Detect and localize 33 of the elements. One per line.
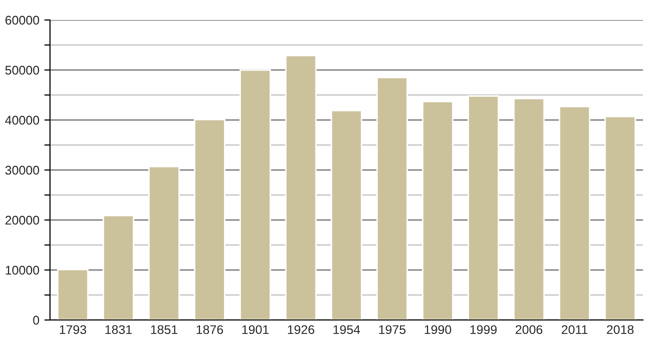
- x-tick-label: 1876: [196, 325, 224, 334]
- x-tick-label: 2011: [562, 325, 588, 334]
- y-tick-label: 30000: [5, 166, 40, 175]
- x-tick-label: 1926: [288, 325, 314, 334]
- x-tick-label: 1851: [151, 325, 178, 334]
- x-tick-label: 1793: [60, 325, 86, 334]
- x-tick-label: 1831: [105, 325, 132, 334]
- y-tick-label: 60000: [5, 16, 40, 25]
- y-tick-label: 20000: [5, 216, 40, 225]
- y-tick-label: 40000: [5, 116, 40, 125]
- bar: [285, 54, 317, 320]
- x-tick-label: 1990: [424, 325, 452, 334]
- bar: [102, 214, 134, 320]
- y-tick-label: 0: [33, 316, 40, 325]
- y-tick-label: 10000: [6, 266, 40, 275]
- x-tick-label: 2006: [516, 325, 542, 334]
- bar: [604, 116, 636, 320]
- x-tick-label: 1954: [334, 325, 360, 334]
- bar: [513, 98, 545, 320]
- bar: [194, 118, 226, 320]
- bar: [558, 106, 590, 320]
- x-tick-label: 1999: [470, 325, 497, 334]
- x-tick-label: 2018: [606, 325, 634, 334]
- bar: [148, 166, 180, 320]
- bar: [57, 268, 89, 320]
- x-tick-label: 1901: [242, 325, 269, 334]
- bar: [422, 100, 454, 320]
- bar: [468, 95, 500, 320]
- bar: [330, 110, 362, 320]
- y-tick-label: 50000: [5, 66, 40, 75]
- bar: [240, 69, 272, 320]
- bar: [376, 76, 408, 320]
- x-tick-label: 1975: [379, 325, 406, 334]
